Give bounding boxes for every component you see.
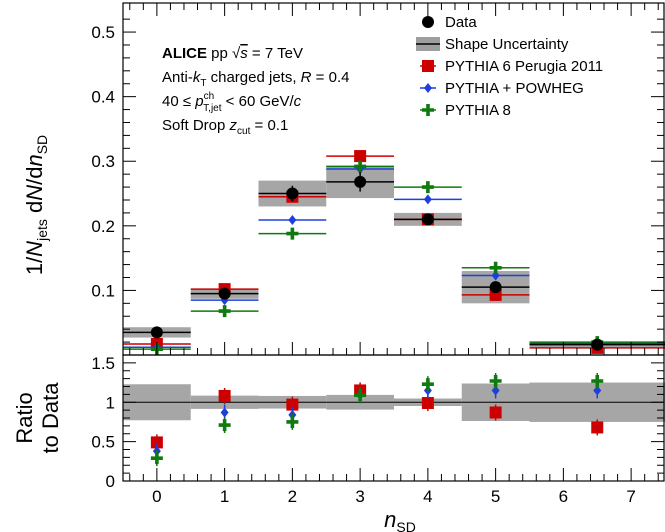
ratio-point — [591, 421, 604, 434]
ratio-point — [591, 374, 604, 387]
top-y-tick-label: 0.5 — [91, 23, 115, 42]
bottom-panel: 0 0.5 1 1.5 0 1 2 3 4 5 6 7 — [91, 354, 665, 506]
ratio-point — [220, 407, 229, 418]
legend-entry: PYTHIA 8 — [420, 102, 511, 119]
x-tick-label: 7 — [626, 487, 635, 506]
ratio-point — [218, 419, 231, 432]
x-tick-label: 5 — [491, 487, 500, 506]
bottom-y-tick-label: 0 — [106, 472, 115, 491]
model-point — [218, 305, 231, 318]
annotation-experiment: ALICE pp √s = 7 TeV — [162, 45, 303, 62]
legend-entry: Shape Uncertainty — [416, 36, 569, 53]
data-point — [218, 287, 231, 300]
ratio-point — [421, 378, 434, 391]
data-point — [286, 187, 299, 200]
ratio-point — [491, 385, 500, 396]
x-tick-label: 3 — [355, 487, 364, 506]
annotation: ALICE pp √s = 7 TeV Anti-kT charged jets… — [162, 45, 349, 137]
ratio-label-line2: to Data — [38, 382, 63, 454]
top-y-tick-label: 0.2 — [91, 217, 115, 236]
ratio-point — [421, 397, 434, 410]
top-y-tick-label: 0.1 — [91, 281, 115, 300]
model-point — [421, 181, 434, 194]
annotation-jets: Anti-kT charged jets, R = 0.4 — [162, 69, 349, 89]
legend-label: Data — [445, 14, 477, 31]
x-tick-label: 6 — [559, 487, 568, 506]
legend: Data Shape Uncertainty PYTHIA 6 Perugia 20… — [416, 14, 603, 119]
ratio-point — [593, 385, 602, 396]
data-point — [489, 281, 502, 294]
data-point — [591, 338, 604, 351]
x-tick-label: 4 — [423, 487, 432, 506]
legend-label: Shape Uncertainty — [445, 36, 569, 53]
top-y-tick-label: 0.3 — [91, 152, 115, 171]
legend-entry: Data — [422, 14, 477, 31]
ratio-point — [150, 452, 163, 465]
legend-entry: PYTHIA 6 Perugia 2011 — [420, 58, 603, 75]
top-y-axis-title: 1/Njets dN/dnSD — [22, 135, 50, 275]
svg-text:nSD: nSD — [384, 507, 416, 532]
bottom-y-tick-label: 1.5 — [91, 354, 115, 373]
bottom-y-tick-label: 0.5 — [91, 433, 115, 452]
annotation-pt-range: 40 ≤ pch T,jet < 60 GeV/c — [162, 91, 302, 114]
ratio-point — [286, 415, 299, 428]
model-point — [491, 270, 500, 281]
top-y-tick-label: 0.4 — [91, 88, 115, 107]
ratio-point — [489, 374, 502, 387]
svg-text:1/Njets dN/dnSD: 1/Njets dN/dnSD — [22, 135, 50, 275]
model-point — [423, 194, 432, 205]
ratio-point — [218, 389, 231, 402]
ratio-label-line1: Ratio — [12, 392, 37, 443]
x-tick-label: 0 — [152, 487, 161, 506]
model-point — [288, 215, 297, 226]
ratio-point — [286, 398, 299, 411]
x-tick-label: 1 — [220, 487, 229, 506]
bottom-y-tick-label: 1 — [106, 393, 115, 412]
x-axis-title: nSD — [384, 507, 416, 532]
model-point — [354, 160, 367, 173]
ratio-point — [150, 436, 163, 449]
legend-label: PYTHIA 8 — [445, 102, 511, 119]
legend-marker — [422, 16, 434, 28]
ratio-point — [489, 406, 502, 419]
data-point — [354, 175, 367, 188]
top-panel: 0.1 0.2 0.3 0.4 0.5 — [91, 2, 665, 356]
bottom-y-axis-title: Ratio to Data — [12, 382, 63, 454]
data-point — [150, 326, 163, 339]
legend-label: PYTHIA 6 Perugia 2011 — [445, 58, 603, 75]
model-point — [489, 261, 502, 274]
legend-entry: PYTHIA + POWHEG — [420, 80, 584, 97]
model-point — [354, 150, 367, 163]
ratio-point — [354, 389, 367, 402]
model-point — [286, 227, 299, 240]
legend-label: PYTHIA + POWHEG — [445, 80, 584, 97]
data-point — [421, 213, 434, 226]
x-tick-label: 2 — [288, 487, 297, 506]
annotation-grooming: Soft Drop zcut = 0.1 — [162, 117, 288, 137]
